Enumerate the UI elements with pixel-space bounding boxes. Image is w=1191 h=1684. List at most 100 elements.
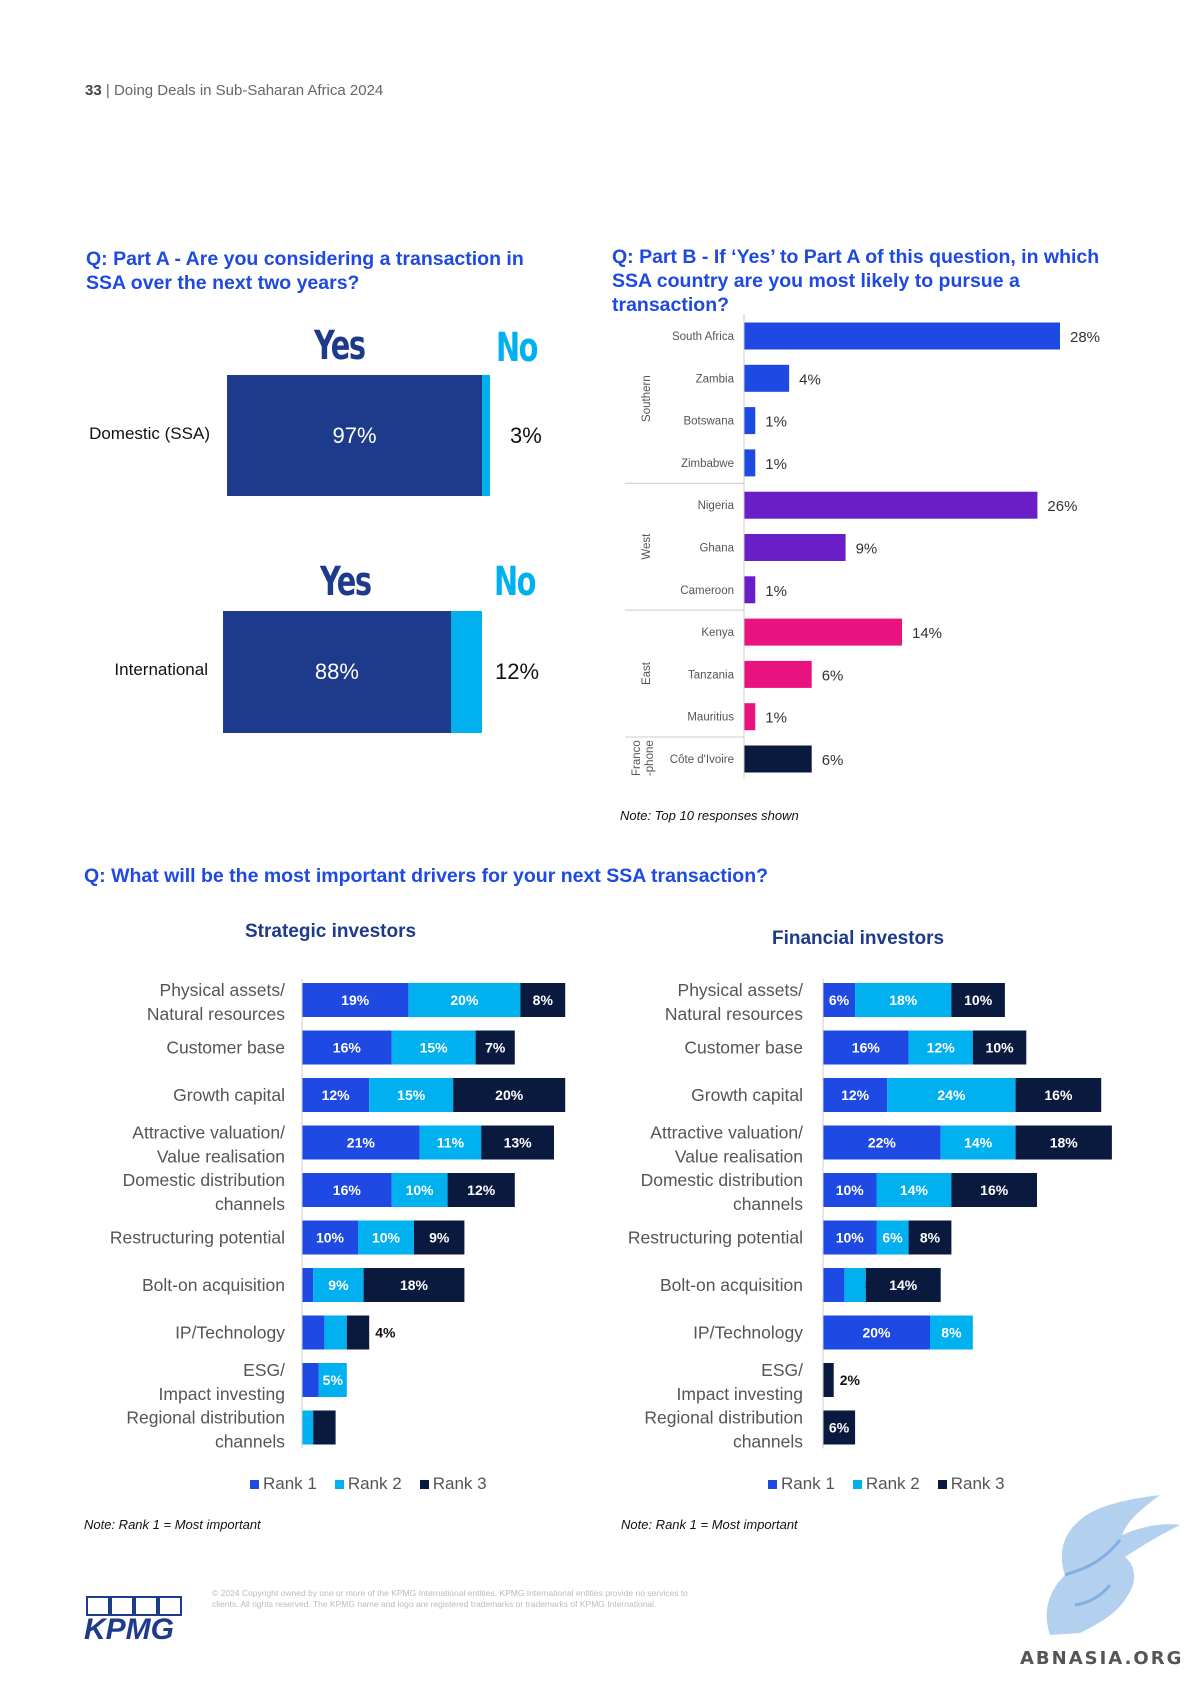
legend-item-rank2: Rank 2 xyxy=(334,1474,402,1494)
rank-segment xyxy=(876,1173,952,1207)
rank-value-label: 10% xyxy=(372,1230,401,1246)
page-header: 33 | Doing Deals in Sub-Saharan Africa 2… xyxy=(85,82,383,99)
rank-value-label: 10% xyxy=(406,1182,435,1198)
driver-label: ESG/Impact investing xyxy=(159,1360,286,1404)
rank-segment xyxy=(419,1125,482,1160)
country-label: Botswana xyxy=(683,416,734,428)
financial-drivers-chart: Physical assets/Natural resources 6% 18% 10… xyxy=(628,979,1112,1452)
rank-segment xyxy=(844,1268,866,1302)
driver-label: Restructuring potential xyxy=(110,1228,285,1248)
part-a-bar-international: 88% xyxy=(223,611,482,733)
country-label: Côte d'Ivoire xyxy=(670,754,734,766)
rank-value-label: 12% xyxy=(467,1182,496,1198)
rank-segment xyxy=(408,983,521,1017)
rank-value-label: 21% xyxy=(347,1135,376,1151)
rank-value-label: 16% xyxy=(333,1040,362,1056)
country-bar xyxy=(744,703,756,731)
country-value-label: 6% xyxy=(822,752,844,769)
rank-segment xyxy=(1015,1078,1102,1112)
region-label: East xyxy=(641,661,653,685)
driver-label: Physical assets/Natural resources xyxy=(665,980,803,1024)
rank-segment xyxy=(823,1078,888,1112)
legend-item-rank2: Rank 2 xyxy=(852,1474,920,1494)
svg-text:KPMG: KPMG xyxy=(84,1613,174,1644)
country-value-label: 4% xyxy=(799,371,821,388)
rank-segment xyxy=(951,983,1005,1017)
rank-value-label: 18% xyxy=(889,992,918,1008)
rank-value-label: 6% xyxy=(829,1420,850,1436)
rank-segment xyxy=(865,1268,941,1302)
legend-item-rank3: Rank 3 xyxy=(419,1474,487,1494)
part-a-row-label-international: International xyxy=(114,660,208,679)
driver-label: Growth capital xyxy=(173,1085,285,1105)
rank-segment xyxy=(302,983,409,1017)
part-a-no-label-1: No xyxy=(496,325,538,371)
country-bar xyxy=(744,407,756,435)
rank-value-label: 11% xyxy=(437,1135,465,1151)
part-a-no-label-2: No xyxy=(494,559,536,605)
rank-segment xyxy=(520,983,566,1017)
dragon-watermark xyxy=(1010,1495,1180,1650)
rank-segment xyxy=(302,1078,370,1112)
rank-value-label: 10% xyxy=(316,1230,345,1246)
part-a-yes-label-1: Yes xyxy=(314,323,366,369)
rank-value-label: 6% xyxy=(882,1230,903,1246)
legend-item-rank1: Rank 1 xyxy=(768,1474,835,1494)
rank-segment xyxy=(313,1268,364,1302)
part-a-no-value: 3% xyxy=(510,422,542,448)
rank-value-label: 12% xyxy=(322,1087,351,1103)
country-label: Mauritius xyxy=(687,712,734,724)
rank-segment xyxy=(363,1268,465,1302)
rank-segment xyxy=(414,1220,465,1255)
rank-value-label: 18% xyxy=(1050,1135,1079,1151)
document-title: Doing Deals in Sub-Saharan Africa 2024 xyxy=(113,82,384,99)
rank-value-label: 4% xyxy=(375,1325,396,1341)
rank-segment xyxy=(302,1030,392,1065)
rank-value-label: 9% xyxy=(429,1230,450,1246)
rank-segment xyxy=(302,1363,319,1397)
rank-segment xyxy=(302,1125,420,1160)
strategic-title: Strategic investors xyxy=(245,921,417,942)
rank-value-label: 16% xyxy=(852,1040,881,1056)
rank-value-label: 13% xyxy=(504,1135,533,1151)
driver-label: Growth capital xyxy=(691,1085,803,1105)
country-bar xyxy=(744,364,790,392)
rank-value-label: 14% xyxy=(900,1182,929,1198)
country-value-label: 28% xyxy=(1070,329,1100,346)
rank-segment xyxy=(447,1173,515,1207)
rank-value-label: 8% xyxy=(920,1230,941,1246)
page-number: 33 xyxy=(85,82,102,99)
rank-segment xyxy=(908,1220,952,1255)
driver-label: Regional distribution channels xyxy=(644,1408,803,1452)
part-a-yes-value: 97% xyxy=(332,422,377,448)
rank-segment xyxy=(346,1315,370,1350)
country-bar xyxy=(744,660,812,688)
rank-segment xyxy=(453,1078,566,1112)
part-a-no-segment xyxy=(450,611,482,733)
rank-segment xyxy=(823,1268,845,1302)
part-a-yes-label-2: Yes xyxy=(320,559,372,605)
part-a-bar-domestic: 97% xyxy=(227,375,490,496)
rank-value-label: 15% xyxy=(397,1087,426,1103)
financial-title: Financial investors xyxy=(772,928,945,949)
country-bar xyxy=(744,322,1060,350)
country-bar xyxy=(744,534,846,561)
country-value-label: 1% xyxy=(765,583,787,600)
rank-segment xyxy=(940,1125,1016,1160)
rank-segment xyxy=(823,1363,834,1397)
rank-value-label: 10% xyxy=(836,1182,865,1198)
part-a-yes-segment xyxy=(223,611,451,733)
rank-value-label: 12% xyxy=(841,1087,870,1103)
country-bar xyxy=(744,576,756,604)
region-label: Franco-phone xyxy=(631,740,656,776)
part-a-yes-value: 88% xyxy=(314,659,359,684)
rank-value-label: 6% xyxy=(829,992,850,1008)
country-bar xyxy=(744,618,902,646)
country-value-label: 6% xyxy=(822,667,844,684)
rank-segment xyxy=(876,1220,909,1255)
rank-segment xyxy=(823,1315,930,1350)
country-value-label: 1% xyxy=(765,710,787,727)
legend-item-rank3: Rank 3 xyxy=(937,1474,1005,1494)
rank-value-label: 8% xyxy=(533,992,554,1008)
country-value-label: 1% xyxy=(765,414,787,431)
